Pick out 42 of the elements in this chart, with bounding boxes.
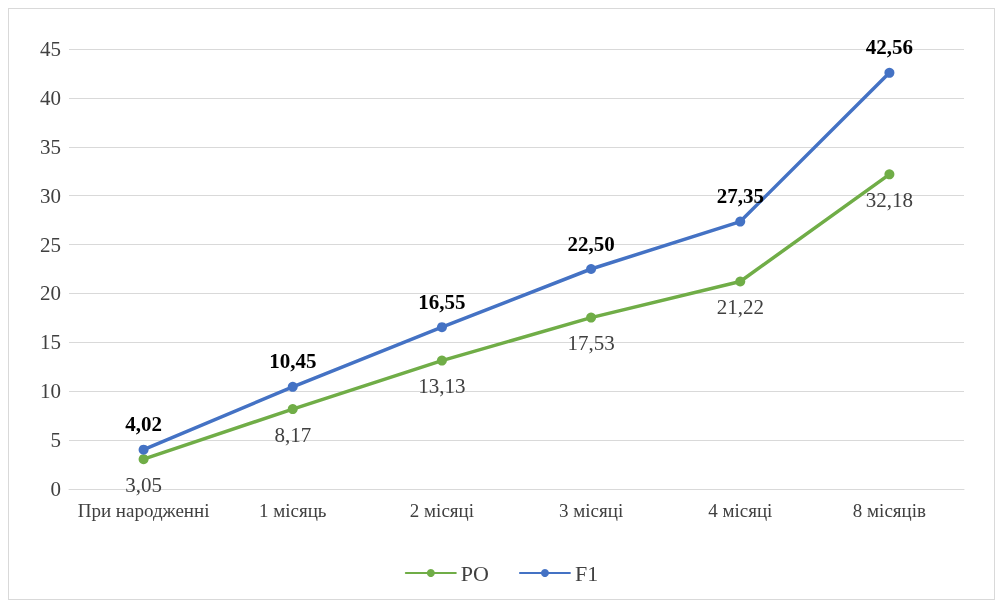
data-label: 42,56 (865, 35, 914, 60)
point (138, 444, 149, 455)
data-label: 17,53 (567, 331, 615, 356)
x-tick-label: 4 місяці (708, 499, 773, 521)
x-tick-label: 1 місяць (258, 499, 327, 521)
x-tick-label: При народженні (77, 499, 210, 521)
data-label: 3,05 (125, 472, 162, 497)
data-label: 21,22 (716, 295, 764, 320)
data-label: 22,50 (567, 231, 615, 256)
y-tick-label: 40 (40, 85, 61, 110)
legend-label: PO (460, 560, 489, 586)
data-label: 10,45 (269, 349, 317, 374)
y-tick-label: 25 (40, 232, 61, 257)
y-tick-label: 10 (40, 379, 61, 404)
x-tick-label: 3 місяці (559, 499, 624, 521)
x-tick-label: 2 місяці (409, 499, 474, 521)
legend-label: F1 (574, 560, 599, 586)
y-tick-label: 5 (50, 428, 61, 453)
point (138, 454, 149, 465)
point (287, 381, 298, 392)
y-tick-label: 15 (40, 330, 61, 355)
y-tick-label: 0 (50, 477, 61, 501)
y-tick-label: 45 (40, 37, 61, 61)
data-label: 32,18 (865, 187, 914, 212)
point (884, 67, 895, 78)
point (586, 312, 597, 323)
y-tick-label: 35 (40, 134, 61, 159)
point (287, 404, 298, 415)
point (735, 276, 746, 287)
data-label: 27,35 (716, 184, 764, 209)
point (436, 355, 447, 366)
y-tick-label: 20 (40, 281, 61, 306)
data-label: 4,02 (125, 412, 162, 437)
point (735, 216, 746, 227)
point (586, 264, 597, 274)
data-label: 16,55 (418, 289, 466, 314)
point (436, 322, 447, 333)
x-tick-label: 8 місяців (852, 499, 927, 521)
data-label: 13,13 (418, 374, 466, 399)
data-label: 8,17 (274, 422, 312, 447)
y-tick-label: 30 (40, 183, 61, 208)
point (884, 169, 895, 180)
